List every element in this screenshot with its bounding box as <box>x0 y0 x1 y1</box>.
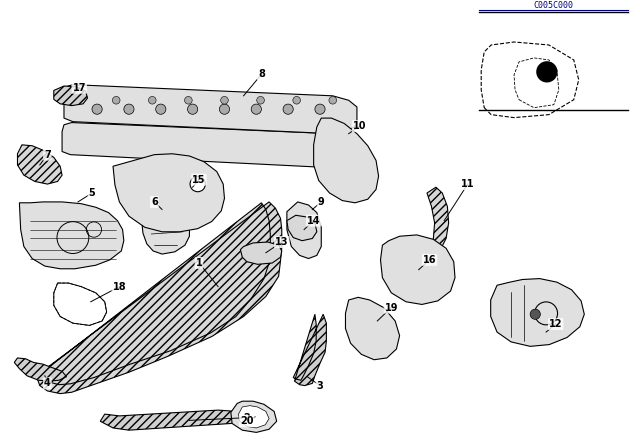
Polygon shape <box>19 202 124 269</box>
Text: 11: 11 <box>461 179 474 189</box>
Circle shape <box>257 96 264 104</box>
Text: 12: 12 <box>549 319 563 329</box>
Text: 18: 18 <box>113 282 126 292</box>
Circle shape <box>329 96 337 104</box>
Text: 20: 20 <box>240 416 253 426</box>
Circle shape <box>124 104 134 114</box>
Text: 15: 15 <box>192 175 205 185</box>
Circle shape <box>293 96 300 104</box>
Circle shape <box>190 177 205 192</box>
Circle shape <box>156 104 166 114</box>
Polygon shape <box>427 187 449 251</box>
Text: 17: 17 <box>72 83 86 93</box>
Polygon shape <box>241 242 282 264</box>
Circle shape <box>537 62 557 82</box>
Polygon shape <box>36 202 282 394</box>
Text: 1: 1 <box>196 258 202 268</box>
Polygon shape <box>113 154 225 232</box>
Circle shape <box>92 104 102 114</box>
Polygon shape <box>17 145 62 184</box>
Text: 6: 6 <box>151 197 158 207</box>
Polygon shape <box>287 202 321 258</box>
Polygon shape <box>14 358 67 381</box>
Text: 2: 2 <box>243 413 250 422</box>
Circle shape <box>315 104 325 114</box>
Circle shape <box>252 104 261 114</box>
Text: 9: 9 <box>318 197 324 207</box>
Text: 8: 8 <box>258 69 265 79</box>
Text: 13: 13 <box>275 237 289 247</box>
Polygon shape <box>239 405 269 428</box>
Circle shape <box>188 104 198 114</box>
Text: 4: 4 <box>44 379 51 388</box>
Circle shape <box>148 96 156 104</box>
Polygon shape <box>62 123 358 167</box>
Circle shape <box>221 96 228 104</box>
Text: 5: 5 <box>88 188 95 198</box>
Text: C005C000: C005C000 <box>534 1 574 10</box>
Circle shape <box>283 104 293 114</box>
Circle shape <box>220 104 230 114</box>
Text: 3: 3 <box>317 381 323 391</box>
Polygon shape <box>314 118 379 203</box>
Text: 19: 19 <box>385 302 398 313</box>
Polygon shape <box>54 86 88 106</box>
Polygon shape <box>293 314 326 386</box>
Text: 10: 10 <box>353 121 366 131</box>
Circle shape <box>113 96 120 104</box>
Circle shape <box>184 96 192 104</box>
Text: 14: 14 <box>307 215 321 226</box>
Polygon shape <box>141 207 189 254</box>
Polygon shape <box>491 279 584 346</box>
Circle shape <box>530 309 540 319</box>
Polygon shape <box>100 410 250 430</box>
Text: 16: 16 <box>423 255 436 265</box>
Text: 7: 7 <box>44 150 51 159</box>
Polygon shape <box>381 235 455 305</box>
Polygon shape <box>64 85 357 134</box>
Polygon shape <box>231 401 276 432</box>
Polygon shape <box>346 297 399 360</box>
Polygon shape <box>287 215 317 241</box>
